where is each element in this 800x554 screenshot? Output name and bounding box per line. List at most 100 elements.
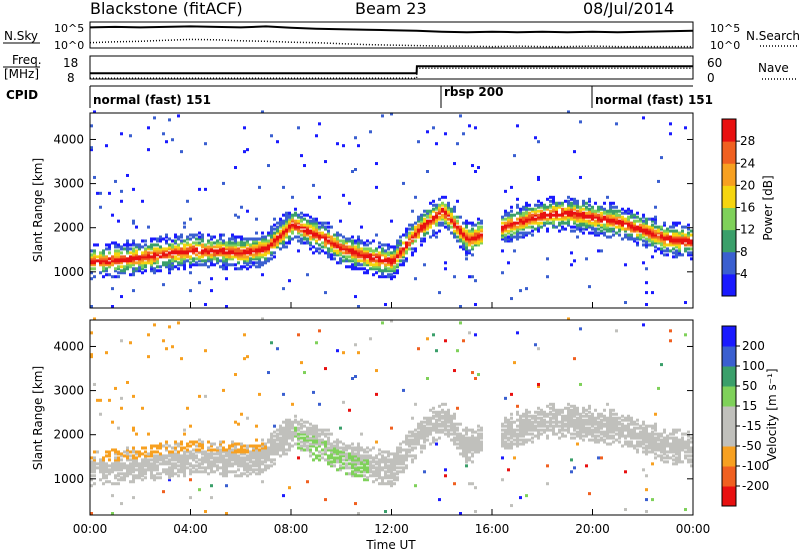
power-cell [462, 132, 465, 136]
power-cell [174, 257, 177, 261]
velocity-cell [627, 444, 630, 448]
velocity-cell [546, 424, 549, 428]
velocity-colorbar-label: Velocity [m s⁻¹] [765, 368, 779, 461]
power-cell [468, 251, 471, 255]
power-cell [261, 255, 264, 259]
velocity-cell [420, 450, 423, 454]
velocity-cell [207, 472, 210, 476]
velocity-cell [393, 452, 396, 456]
power-cell [594, 233, 597, 237]
velocity-cell [150, 452, 153, 456]
power-cell [663, 249, 666, 253]
power-cell [150, 257, 153, 261]
power-cell [666, 249, 669, 253]
velocity-cell [537, 347, 540, 351]
power-cell [606, 225, 609, 229]
velocity-cell [105, 468, 108, 472]
power-cell [549, 211, 552, 215]
power-cell [615, 221, 618, 225]
velocity-cell [582, 420, 585, 424]
velocity-cell [510, 440, 513, 444]
velocity-cell [231, 448, 234, 452]
power-cell [192, 247, 195, 251]
velocity-cell [576, 418, 579, 422]
power-cell [561, 201, 564, 205]
power-cell [426, 225, 429, 229]
velocity-cell [642, 422, 645, 426]
velocity-cell [687, 450, 690, 454]
power-cell [411, 251, 414, 255]
velocity-cell [546, 414, 549, 418]
velocity-cell [297, 434, 300, 438]
velocity-colorbar-swatch [722, 386, 736, 407]
velocity-cell [348, 466, 351, 470]
velocity-cell [444, 474, 447, 478]
velocity-cell [507, 420, 510, 424]
velocity-cell [219, 442, 222, 446]
velocity-cell [351, 460, 354, 464]
power-cell [639, 219, 642, 223]
velocity-cell [372, 458, 375, 462]
power-cell [189, 255, 192, 259]
power-cell [570, 205, 573, 209]
velocity-cell [345, 446, 348, 450]
power-cell [642, 233, 645, 237]
power-cell [432, 219, 435, 223]
power-cell [165, 140, 168, 144]
freq-unit-label: [MHz] [4, 67, 39, 81]
velocity-cell [393, 460, 396, 464]
power-cell [327, 235, 330, 239]
velocity-cell [387, 474, 390, 478]
velocity-cell [186, 444, 189, 448]
velocity-cell [330, 432, 333, 436]
velocity-cell [126, 454, 129, 458]
velocity-cell [636, 432, 639, 436]
power-cell [456, 231, 459, 235]
velocity-cell [357, 454, 360, 458]
velocity-cell [210, 456, 213, 460]
power-cell [186, 251, 189, 255]
power-cell [621, 225, 624, 229]
power-cell [264, 249, 267, 253]
velocity-cell [675, 452, 678, 456]
velocity-cell [555, 422, 558, 426]
velocity-cell [369, 462, 372, 466]
power-cell [162, 255, 165, 259]
velocity-cell [282, 434, 285, 438]
power-cell [522, 221, 525, 225]
velocity-cell [93, 456, 96, 460]
power-cell [183, 245, 186, 249]
power-cell [177, 257, 180, 261]
velocity-cell [144, 468, 147, 472]
velocity-cell [384, 458, 387, 462]
power-cell [402, 251, 405, 255]
velocity-cell [126, 458, 129, 462]
velocity-cell [318, 329, 321, 333]
power-cell [300, 217, 303, 221]
velocity-cell [345, 444, 348, 448]
velocity-cell [621, 424, 624, 428]
velocity-cell [417, 438, 420, 442]
velocity-cell [339, 460, 342, 464]
velocity-cell [174, 456, 177, 460]
velocity-cell [576, 420, 579, 424]
power-cell [651, 229, 654, 233]
power-cell [315, 221, 318, 225]
power-cell [234, 247, 237, 251]
velocity-cell [657, 434, 660, 438]
power-cell [336, 243, 339, 247]
power-cell [561, 207, 564, 211]
power-cell [435, 217, 438, 221]
power-cell [297, 221, 300, 225]
velocity-cell [399, 462, 402, 466]
power-cell [435, 142, 438, 146]
velocity-cell [318, 450, 321, 454]
velocity-cell [579, 424, 582, 428]
velocity-cell [573, 412, 576, 416]
velocity-cell [639, 432, 642, 436]
power-cell [519, 215, 522, 219]
velocity-cell [564, 424, 567, 428]
power-cell [291, 229, 294, 233]
